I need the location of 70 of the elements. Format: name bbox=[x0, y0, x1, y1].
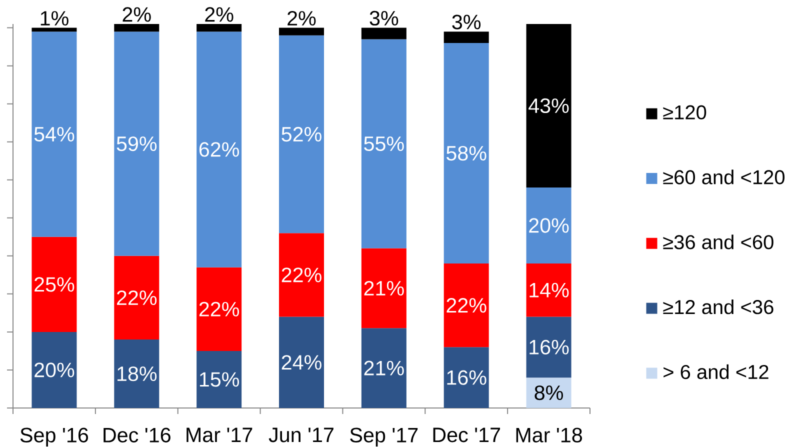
x-tick-label: Jun '17 bbox=[268, 428, 334, 442]
bar bbox=[361, 328, 406, 408]
data-label: 1% bbox=[40, 11, 68, 26]
data-label: 55% bbox=[364, 136, 404, 152]
bar bbox=[361, 28, 406, 40]
data-label: 20% bbox=[34, 362, 74, 378]
legend-label: ≥120 bbox=[663, 105, 706, 120]
data-label: 22% bbox=[446, 298, 486, 313]
bar bbox=[526, 187, 572, 264]
x-tick-label: Dec '17 bbox=[433, 428, 500, 442]
legend-label: ≥60 and <120 bbox=[663, 170, 785, 184]
bar bbox=[196, 32, 242, 268]
data-label: 54% bbox=[34, 126, 74, 142]
data-label: 22% bbox=[199, 302, 239, 316]
legend-label: > 6 and <12 bbox=[664, 364, 768, 380]
data-label: 2% bbox=[205, 7, 234, 22]
bar bbox=[444, 347, 489, 408]
bar bbox=[114, 24, 160, 32]
data-label: 59% bbox=[116, 136, 157, 152]
data-label: 62% bbox=[199, 142, 239, 157]
bar bbox=[444, 43, 489, 264]
x-tick-label: Sep '17 bbox=[350, 428, 418, 447]
data-label: 18% bbox=[118, 366, 157, 382]
data-label: 14% bbox=[530, 282, 569, 298]
data-label: 3% bbox=[370, 10, 398, 26]
bar bbox=[526, 316, 572, 378]
bar bbox=[526, 24, 572, 188]
data-label: 22% bbox=[282, 268, 322, 282]
legend-label: ≥12 and <36 bbox=[663, 300, 774, 314]
data-label: 25% bbox=[34, 277, 74, 292]
data-label: 3% bbox=[452, 14, 481, 30]
bar bbox=[114, 32, 160, 256]
x-tick-label: Mar '18 bbox=[516, 428, 582, 442]
x-tick-label: Dec '16 bbox=[104, 428, 170, 442]
data-label: 21% bbox=[364, 360, 404, 376]
x-tick-label: Sep '16 bbox=[20, 428, 88, 447]
bar bbox=[278, 233, 324, 317]
bar bbox=[32, 332, 77, 408]
bar bbox=[32, 32, 77, 237]
data-label: 8% bbox=[534, 385, 563, 400]
bar bbox=[444, 32, 489, 44]
bar bbox=[32, 236, 77, 332]
data-label: 52% bbox=[282, 126, 322, 142]
bar bbox=[278, 316, 324, 408]
data-label: 20% bbox=[529, 218, 569, 233]
bar bbox=[526, 378, 572, 408]
bar bbox=[444, 264, 489, 348]
bar bbox=[196, 267, 242, 351]
data-label: 43% bbox=[528, 98, 569, 114]
data-label: 16% bbox=[530, 340, 569, 354]
bar bbox=[526, 264, 572, 317]
bar bbox=[278, 28, 324, 36]
data-label: 58% bbox=[446, 146, 486, 161]
bar bbox=[114, 256, 160, 340]
bar bbox=[196, 350, 242, 408]
data-label: 16% bbox=[447, 370, 486, 385]
bar bbox=[114, 340, 160, 408]
bar bbox=[278, 35, 324, 234]
bar bbox=[196, 24, 242, 32]
bar bbox=[361, 39, 406, 248]
legend-label: ≥36 and <60 bbox=[663, 234, 774, 250]
data-label: 22% bbox=[117, 290, 157, 306]
data-label: 15% bbox=[200, 372, 239, 387]
x-tick-label: Mar '17 bbox=[186, 428, 252, 442]
data-label: 2% bbox=[288, 10, 316, 26]
data-label: 24% bbox=[282, 355, 322, 370]
bar bbox=[32, 28, 77, 32]
data-label: 21% bbox=[364, 280, 404, 296]
bar bbox=[361, 248, 406, 328]
data-label: 2% bbox=[122, 7, 151, 22]
